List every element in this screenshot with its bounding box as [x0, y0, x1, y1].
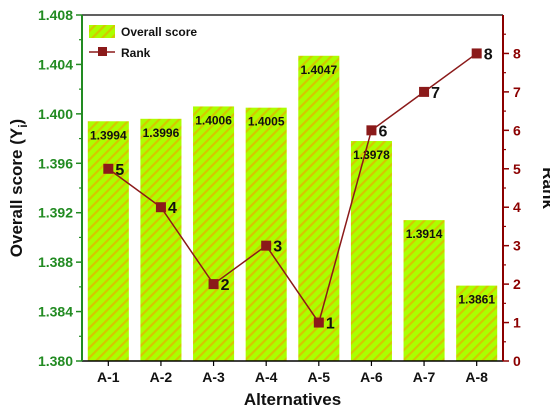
bar-value-labels: 1.3994 1.3996 1.4006 1.4005 1.4047 1.3978 1.39… — [90, 63, 495, 307]
left-tick-label: 1.400 — [38, 106, 73, 122]
bar-label-A-5: 1.4047 — [300, 63, 337, 77]
rank-marker-A-7 — [419, 86, 430, 97]
x-tick-label: A-1 — [97, 369, 120, 385]
rank-marker-A-3 — [208, 279, 219, 290]
bar-label-A-6: 1.3978 — [353, 148, 390, 162]
x-tick-label: A-6 — [360, 369, 383, 385]
right-axis-title: Rank — [539, 167, 550, 209]
left-tick-label: 1.392 — [38, 205, 73, 221]
right-tick-label: 8 — [513, 45, 521, 61]
left-axis-title-subscript: i — [16, 124, 30, 127]
bar-A-8 — [456, 285, 498, 361]
rank-marker-A-4 — [261, 240, 272, 251]
rank-label-A-4: 3 — [273, 239, 282, 256]
left-tick-label: 1.404 — [38, 56, 73, 72]
rank-marker-A-8 — [471, 48, 482, 59]
bar-A-2 — [140, 118, 182, 361]
rank-line-series: 5 4 2 3 1 6 7 8 — [103, 46, 493, 333]
x-tick-label: A-5 — [308, 369, 331, 385]
left-axis-title: Overall score (Yi) — [7, 119, 30, 257]
rank-label-A-8: 8 — [484, 46, 493, 63]
rank-marker-A-6 — [366, 125, 377, 136]
bar-A-4 — [245, 107, 287, 361]
rank-marker-A-5 — [313, 317, 324, 328]
right-tick-label: 0 — [513, 353, 521, 369]
bar-label-A-1: 1.3994 — [90, 128, 127, 142]
bar-label-A-2: 1.3996 — [143, 126, 180, 140]
right-tick-label: 3 — [513, 238, 521, 254]
bar-A-7 — [403, 220, 445, 361]
bar-A-6 — [350, 141, 392, 361]
right-tick-label: 4 — [513, 199, 521, 215]
right-tick-label: 1 — [513, 315, 521, 331]
bar-A-1 — [87, 121, 129, 362]
bar-A-3 — [193, 106, 235, 361]
x-tick-label: A-2 — [150, 369, 173, 385]
bar-label-A-4: 1.4005 — [248, 115, 285, 129]
legend-swatch-overall-score — [89, 25, 115, 38]
rank-label-A-3: 2 — [221, 277, 230, 294]
axes: 1.380 1.384 1.388 1.392 1.396 1.400 1.404 1.408… — [7, 7, 550, 409]
x-axis-title: Alternatives — [244, 390, 341, 409]
right-tick-label: 5 — [513, 161, 521, 177]
left-tick-label: 1.396 — [38, 155, 73, 171]
rank-label-A-2: 4 — [168, 200, 177, 217]
right-tick-label: 2 — [513, 276, 521, 292]
rank-label-A-5: 1 — [326, 316, 335, 333]
rank-line — [107, 52, 478, 325]
left-tick-label: 1.408 — [38, 7, 73, 23]
bar-label-A-3: 1.4006 — [195, 113, 232, 127]
left-axis-title-end: ) — [7, 119, 26, 125]
bar-series — [87, 55, 498, 362]
rank-marker-A-2 — [155, 202, 166, 213]
x-tick-label: A-3 — [202, 369, 225, 385]
left-tick-label: 1.388 — [38, 254, 73, 270]
x-tick-label: A-4 — [255, 369, 278, 385]
rank-label-A-7: 7 — [431, 85, 440, 102]
rank-label-A-6: 6 — [378, 123, 387, 140]
right-tick-label: 6 — [513, 122, 521, 138]
rank-marker-A-1 — [103, 163, 114, 174]
x-tick-label: A-8 — [465, 369, 488, 385]
left-axis-title-main: Overall score (Y — [7, 127, 26, 257]
legend-swatch-rank-marker — [98, 47, 107, 56]
left-tick-label: 1.380 — [38, 353, 73, 369]
legend: Overall score Rank — [89, 25, 197, 60]
right-tick-label: 7 — [513, 84, 521, 100]
x-tick-label: A-7 — [413, 369, 436, 385]
bar-A-5 — [298, 55, 340, 362]
bar-label-A-7: 1.3914 — [406, 227, 443, 241]
left-tick-label: 1.384 — [38, 304, 73, 320]
legend-label-rank: Rank — [121, 46, 151, 60]
legend-label-overall-score: Overall score — [121, 25, 197, 39]
rank-label-A-1: 5 — [115, 162, 124, 179]
bar-label-A-8: 1.3861 — [458, 293, 495, 307]
